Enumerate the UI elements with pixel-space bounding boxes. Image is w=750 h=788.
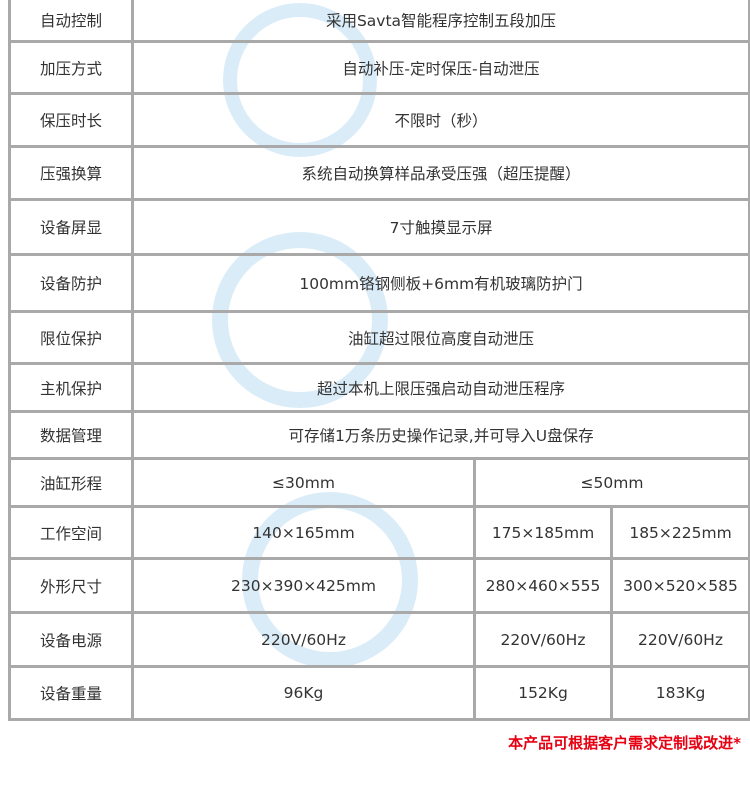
row-label: 设备电源 (8, 611, 134, 668)
table-row: 设备防护 100mm铬钢侧板+6mm有机玻璃防护门 (8, 253, 750, 313)
table-row: 主机保护 超过本机上限压强启动自动泄压程序 (8, 362, 750, 413)
row-value: 280×460×555 (473, 557, 613, 614)
table-row: 外形尺寸 230×390×425mm 280×460×555 300×520×585 (8, 557, 750, 614)
row-value: 230×390×425mm (131, 557, 476, 614)
row-value: 183Kg (609, 665, 750, 721)
row-value: 300×520×585 (609, 557, 750, 614)
row-value: ≤50mm (472, 457, 750, 508)
table-row: 加压方式 自动补压-定时保压-自动泄压 (8, 40, 750, 95)
row-label: 设备防护 (8, 253, 134, 313)
row-label: 压强换算 (8, 145, 134, 201)
row-value: 油缸超过限位高度自动泄压 (130, 310, 750, 365)
row-label: 主机保护 (8, 362, 134, 413)
table-row: 油缸形程 ≤30mm ≤50mm (8, 457, 750, 508)
customization-note: 本产品可根据客户需求定制或改进* (508, 734, 741, 752)
row-label: 加压方式 (8, 40, 134, 95)
row-label: 外形尺寸 (8, 557, 134, 614)
spec-table: 自动控制 采用Savta智能程序控制五段加压 加压方式 自动补压-定时保压-自动泄压保… (8, 0, 750, 721)
table-row: 设备电源 220V/60Hz 220V/60Hz 220V/60Hz (8, 611, 750, 668)
row-value: 220V/60Hz (609, 611, 750, 668)
row-label: 设备重量 (8, 665, 134, 721)
row-value: 152Kg (473, 665, 613, 721)
row-label: 工作空间 (8, 505, 134, 560)
table-row: 数据管理 可存储1万条历史操作记录,并可导入U盘保存 (8, 410, 750, 460)
row-label: 设备屏显 (8, 198, 134, 256)
table-row: 设备重量 96Kg 152Kg 183Kg (8, 665, 750, 721)
table-row: 设备屏显 7寸触摸显示屏 (8, 198, 750, 256)
row-value: 采用Savta智能程序控制五段加压 (130, 0, 750, 43)
row-value: 超过本机上限压强启动自动泄压程序 (130, 362, 750, 413)
table-row: 工作空间 140×165mm 175×185mm 185×225mm (8, 505, 750, 560)
row-value: 系统自动换算样品承受压强（超压提醒） (130, 145, 750, 201)
row-value: 220V/60Hz (473, 611, 613, 668)
table-row: 自动控制 采用Savta智能程序控制五段加压 (8, 0, 750, 43)
row-value: 220V/60Hz (131, 611, 476, 668)
row-label: 限位保护 (8, 310, 134, 365)
row-value: 96Kg (131, 665, 476, 721)
table-row: 限位保护 油缸超过限位高度自动泄压 (8, 310, 750, 365)
row-label: 自动控制 (8, 0, 134, 43)
row-value: 185×225mm (609, 505, 750, 560)
row-label: 保压时长 (8, 92, 134, 148)
row-value: 175×185mm (473, 505, 613, 560)
row-value: 7寸触摸显示屏 (130, 198, 750, 256)
table-row: 保压时长 不限时（秒） (8, 92, 750, 148)
table-row: 压强换算 系统自动换算样品承受压强（超压提醒） (8, 145, 750, 201)
row-value: 可存储1万条历史操作记录,并可导入U盘保存 (130, 410, 750, 460)
row-value: 不限时（秒） (130, 92, 750, 148)
row-label: 数据管理 (8, 410, 134, 460)
row-value: 100mm铬钢侧板+6mm有机玻璃防护门 (130, 253, 750, 313)
row-label: 油缸形程 (8, 457, 134, 508)
row-value: ≤30mm (131, 457, 476, 508)
row-value: 自动补压-定时保压-自动泄压 (130, 40, 750, 95)
row-value: 140×165mm (131, 505, 476, 560)
